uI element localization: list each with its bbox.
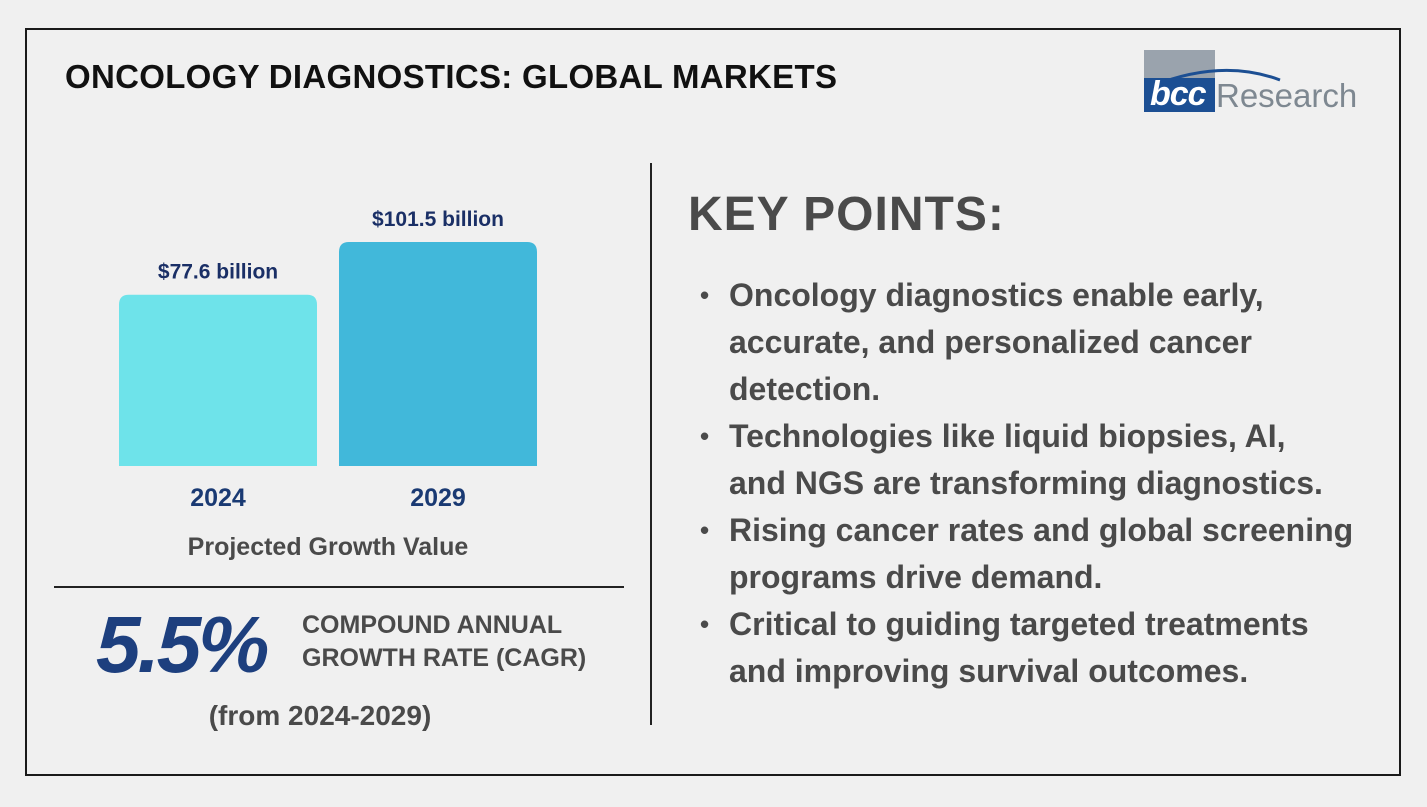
cagr-period: (from 2024-2029) <box>208 700 432 731</box>
bullet-icon: • <box>700 280 710 310</box>
data-label-2024: $77.6 billion <box>158 261 278 284</box>
logo-text-bcc: bcc <box>1150 75 1207 113</box>
page-title: ONCOLOGY DIAGNOSTICS: GLOBAL MARKETS <box>65 58 838 95</box>
key-points-title: KEY POINTS: <box>688 188 1005 241</box>
key-point-line: programs drive demand. <box>729 559 1103 595</box>
key-point-line: and improving survival outcomes. <box>729 653 1249 689</box>
horizontal-divider <box>54 586 624 588</box>
logo-text-research: Research <box>1216 77 1358 114</box>
key-point-line: Rising cancer rates and global screening <box>729 512 1354 548</box>
logo-swoosh-icon <box>1152 68 1281 88</box>
cagr-label: COMPOUND ANNUAL GROWTH RATE (CAGR) <box>302 609 602 675</box>
bar-2024 <box>119 294 317 466</box>
x-tick-2024: 2024 <box>190 484 246 512</box>
bcc-research-logo: bcc Research <box>1144 50 1358 114</box>
cagr-label-line-2: GROWTH RATE (CAGR) <box>302 644 587 672</box>
bullet-icon: • <box>700 515 710 545</box>
key-point-item: • Technologies like liquid biopsies, AI,… <box>700 413 1390 507</box>
x-tick-2029: 2029 <box>410 484 466 512</box>
key-point-item: • Rising cancer rates and global screeni… <box>700 507 1390 601</box>
bar-2029 <box>339 242 537 466</box>
chart-x-axis-label: Projected Growth Value <box>187 533 469 561</box>
market-value-bar-chart: $77.6 billion 2024 $101.5 billion 2029 <box>119 208 537 512</box>
cagr-value: 5.5% <box>96 600 269 689</box>
key-point-line: Critical to guiding targeted treatments <box>729 606 1309 642</box>
cagr-label-line-1: COMPOUND ANNUAL <box>302 611 563 639</box>
key-point-line: detection. <box>729 371 881 407</box>
key-point-line: accurate, and personalized cancer <box>729 324 1252 360</box>
key-points-list: • Oncology diagnostics enable early, acc… <box>700 272 1390 695</box>
key-point-line: Oncology diagnostics enable early, <box>729 277 1264 313</box>
vertical-divider <box>650 163 652 725</box>
bullet-icon: • <box>700 421 710 451</box>
key-point-item: • Oncology diagnostics enable early, acc… <box>700 272 1390 413</box>
key-point-line: and NGS are transforming diagnostics. <box>729 465 1323 501</box>
bullet-icon: • <box>700 609 710 639</box>
data-label-2029: $101.5 billion <box>372 208 504 231</box>
key-point-line: Technologies like liquid biopsies, AI, <box>729 418 1286 454</box>
key-point-item: • Critical to guiding targeted treatment… <box>700 601 1390 695</box>
